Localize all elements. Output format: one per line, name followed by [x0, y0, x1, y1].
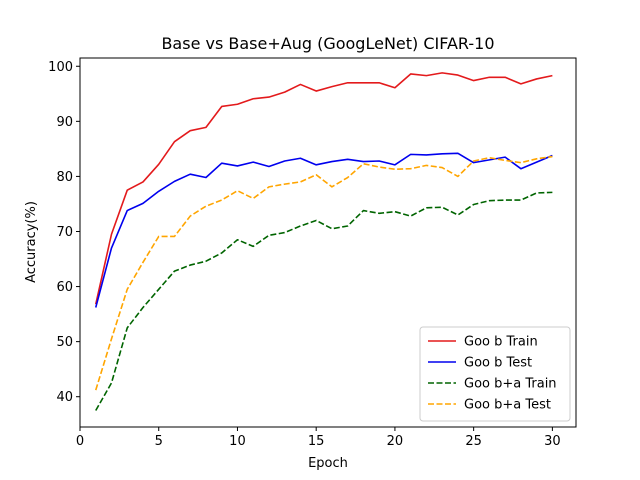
- y-tick-label: 100: [48, 60, 73, 75]
- legend-label: Goo b Test: [464, 356, 532, 371]
- legend: Goo b Train Goo b Test Goo b+a Train Goo b+…: [419, 326, 571, 422]
- y-tick-label: 80: [56, 170, 73, 185]
- y-tick-label: 90: [56, 115, 73, 130]
- y-axis-label: Accuracy(%): [24, 201, 39, 283]
- legend-box: [419, 326, 571, 422]
- x-axis: 0 5 10 15 20 25 30: [76, 427, 561, 449]
- x-tick-label: 10: [229, 434, 246, 449]
- x-tick-label: 15: [308, 434, 325, 449]
- x-tick-label: 25: [465, 434, 482, 449]
- y-tick-label: 50: [56, 335, 73, 350]
- series-layer: [94, 72, 553, 411]
- series-line-3: [95, 191, 553, 411]
- y-tick-label: 70: [56, 225, 73, 240]
- series-line-1: [94, 72, 553, 305]
- y-axis: 40 50 60 70 80 90 100: [48, 60, 80, 405]
- series-line-4: [94, 155, 553, 391]
- x-tick-label: 5: [155, 434, 163, 449]
- legend-label: Goo b Train: [464, 335, 538, 350]
- x-tick-label: 30: [544, 434, 561, 449]
- y-tick-label: 60: [56, 280, 73, 295]
- x-tick-label: 0: [76, 434, 84, 449]
- series-line-2: [94, 152, 553, 308]
- legend-label: Goo b+a Train: [464, 377, 557, 392]
- plot-frame: [79, 57, 577, 428]
- x-tick-label: 20: [387, 434, 404, 449]
- x-axis-label: Epoch: [308, 456, 348, 471]
- y-tick-label: 40: [56, 390, 73, 405]
- chart-title: Base vs Base+Aug (GoogLeNet) CIFAR-10: [161, 34, 494, 53]
- legend-label: Goo b+a Test: [464, 398, 551, 413]
